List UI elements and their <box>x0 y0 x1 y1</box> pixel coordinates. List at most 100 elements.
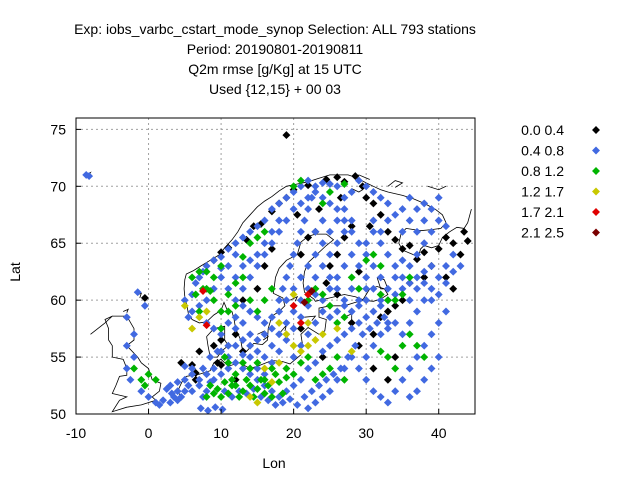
data-point <box>344 353 352 362</box>
data-point <box>311 188 320 196</box>
y-tick-label: 65 <box>50 235 66 251</box>
data-point <box>289 353 298 362</box>
data-point <box>405 364 414 373</box>
y-tick-label: 75 <box>50 121 66 137</box>
data-point <box>333 250 342 259</box>
x-tick-label: 20 <box>286 425 302 441</box>
data-point <box>130 364 138 373</box>
data-point <box>260 318 269 327</box>
data-point <box>318 193 327 202</box>
data-point <box>405 262 414 270</box>
y-tick-label: 70 <box>50 178 66 194</box>
coastline <box>304 315 317 321</box>
data-point <box>224 364 233 373</box>
data-point <box>224 341 233 350</box>
data-point <box>427 205 436 214</box>
y-tick-label: 60 <box>50 292 66 308</box>
data-point <box>318 307 327 316</box>
data-point <box>180 387 189 396</box>
axis-ticks: -10 0 10 20 30 40 50 55 60 65 70 75 <box>50 121 446 441</box>
data-point <box>217 262 226 270</box>
data-point <box>253 385 262 393</box>
data-point <box>206 287 215 295</box>
data-point <box>253 262 262 270</box>
data-point <box>296 347 305 356</box>
data-point <box>246 296 255 305</box>
data-point <box>413 284 421 293</box>
data-point <box>199 287 207 295</box>
data-point <box>260 389 269 398</box>
data-point <box>376 290 385 299</box>
data-point <box>340 296 349 305</box>
legend-label: 1.2 1.7 <box>521 184 564 200</box>
data-point <box>275 330 284 339</box>
data-point <box>253 284 262 293</box>
data-point <box>420 375 429 384</box>
data-point <box>217 324 226 333</box>
data-point <box>304 341 313 350</box>
data-point <box>329 370 338 379</box>
data-point <box>253 398 262 407</box>
data-point <box>267 364 276 373</box>
data-point <box>333 173 342 182</box>
data-point <box>376 296 385 305</box>
data-point <box>311 227 320 236</box>
data-point <box>275 378 284 387</box>
data-point <box>289 284 298 293</box>
data-point <box>133 288 142 297</box>
data-point <box>420 216 429 225</box>
data-point <box>217 252 226 261</box>
data-point <box>391 273 400 282</box>
data-point <box>228 381 236 390</box>
data-point <box>195 301 204 310</box>
data-point <box>211 403 220 412</box>
data-point <box>224 358 233 367</box>
data-point <box>238 284 247 293</box>
data-point <box>238 350 247 359</box>
data-point <box>218 405 227 414</box>
data-point <box>296 375 305 384</box>
data-point <box>304 364 313 373</box>
data-point <box>442 307 450 316</box>
data-point <box>253 233 262 242</box>
data-point <box>398 227 407 236</box>
data-point <box>333 375 342 384</box>
data-point <box>238 336 247 344</box>
data-point <box>325 301 334 310</box>
data-point <box>376 239 385 248</box>
data-point <box>405 193 414 202</box>
data-point <box>275 216 284 225</box>
data-point <box>224 262 233 270</box>
data-point <box>188 273 197 282</box>
data-point <box>296 199 305 208</box>
data-point <box>318 239 327 248</box>
data-point <box>275 347 284 356</box>
data-point <box>427 262 436 270</box>
data-point <box>271 370 280 379</box>
data-point <box>282 296 291 305</box>
data-point <box>188 387 197 396</box>
data-point <box>213 358 222 367</box>
data-point <box>434 273 443 282</box>
data-point <box>296 313 305 322</box>
data-point <box>286 395 294 404</box>
data-point <box>195 313 204 322</box>
data-point <box>275 296 284 305</box>
data-point <box>434 244 443 253</box>
data-point <box>184 313 193 322</box>
data-point <box>180 301 189 310</box>
data-point <box>209 273 218 282</box>
data-point <box>383 199 392 208</box>
data-point <box>318 392 327 401</box>
data-point <box>231 330 240 339</box>
legend-marker <box>592 146 600 155</box>
data-point <box>383 296 392 305</box>
data-point <box>340 262 349 270</box>
data-point <box>391 301 400 310</box>
data-point <box>267 387 276 396</box>
data-point <box>369 307 378 316</box>
data-point <box>173 396 182 405</box>
data-point <box>449 284 458 293</box>
data-point <box>311 273 320 282</box>
data-point <box>253 313 262 322</box>
